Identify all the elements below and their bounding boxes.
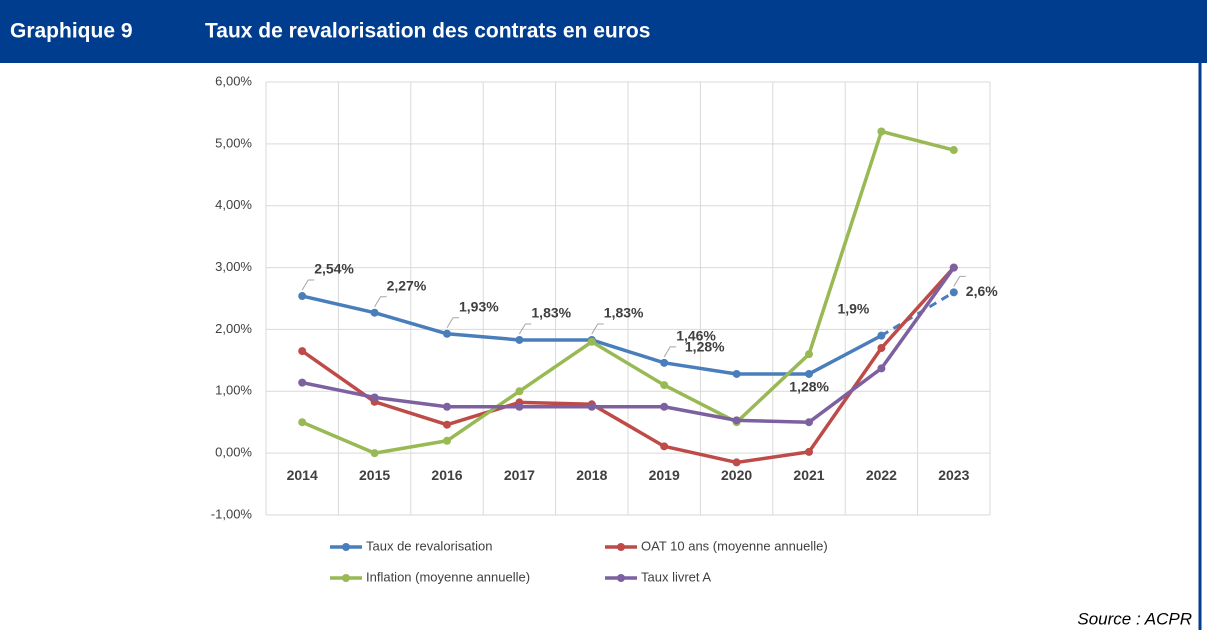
data-point bbox=[660, 442, 669, 451]
series-line bbox=[301, 266, 956, 424]
data-point bbox=[660, 402, 669, 411]
data-point bbox=[370, 449, 379, 458]
legend-label: Taux livret A bbox=[641, 569, 711, 584]
y-tick-label: 4,00% bbox=[215, 197, 252, 212]
data-point bbox=[949, 288, 958, 297]
data-label: 2,54% bbox=[314, 261, 354, 277]
data-point bbox=[515, 387, 524, 396]
data-point bbox=[660, 381, 669, 390]
x-tick-label: 2019 bbox=[649, 467, 680, 483]
data-point bbox=[443, 402, 451, 411]
y-tick-label: 3,00% bbox=[215, 259, 252, 274]
y-tick-label: 0,00% bbox=[215, 445, 252, 460]
data-point bbox=[298, 347, 307, 356]
x-tick-label: 2022 bbox=[866, 467, 897, 483]
legend-marker bbox=[342, 543, 350, 551]
y-tick-label: 5,00% bbox=[215, 135, 252, 150]
data-point bbox=[587, 337, 596, 346]
data-label: 1,28% bbox=[789, 379, 829, 395]
header-bar bbox=[0, 0, 1207, 63]
y-tick-label: -1,00% bbox=[211, 506, 253, 521]
legend-label: Inflation (moyenne annuelle) bbox=[366, 569, 530, 584]
label-leader bbox=[301, 279, 315, 291]
x-tick-label: 2020 bbox=[721, 467, 752, 483]
data-label: 1,46% bbox=[676, 328, 716, 344]
label-leader bbox=[446, 317, 459, 329]
data-point bbox=[805, 418, 813, 427]
x-tick-label: 2017 bbox=[504, 467, 535, 483]
data-point bbox=[298, 292, 307, 301]
label-leader bbox=[953, 275, 966, 287]
data-point bbox=[298, 378, 307, 387]
x-tick-label: 2021 bbox=[793, 467, 824, 483]
data-point bbox=[732, 416, 741, 425]
series-line bbox=[301, 294, 883, 376]
y-tick-label: 1,00% bbox=[215, 383, 252, 398]
legend-marker bbox=[617, 574, 625, 582]
y-tick-label: 2,00% bbox=[215, 321, 252, 336]
data-label: 2,6% bbox=[966, 283, 998, 299]
x-tick-label: 2023 bbox=[938, 467, 969, 483]
x-tick-label: 2015 bbox=[359, 467, 390, 483]
series-line bbox=[301, 129, 955, 455]
y-tick-label: 6,00% bbox=[215, 73, 252, 88]
data-point bbox=[515, 335, 524, 344]
x-tick-label: 2018 bbox=[576, 467, 607, 483]
data-point bbox=[443, 420, 451, 429]
series-line bbox=[301, 266, 956, 465]
data-point bbox=[370, 393, 379, 402]
legend-marker bbox=[342, 574, 350, 582]
legend-marker bbox=[617, 543, 625, 551]
data-point bbox=[443, 436, 451, 445]
data-point bbox=[877, 331, 886, 340]
data-point bbox=[949, 146, 958, 155]
legend-label: Taux de revalorisation bbox=[366, 538, 492, 553]
data-point bbox=[732, 369, 741, 378]
data-point bbox=[805, 447, 813, 456]
x-tick-label: 2014 bbox=[287, 467, 318, 483]
data-point bbox=[515, 402, 524, 411]
data-point bbox=[805, 350, 813, 359]
x-tick-label: 2016 bbox=[431, 467, 462, 483]
legend-label: OAT 10 ans (moyenne annuelle) bbox=[641, 538, 828, 553]
data-point bbox=[660, 358, 669, 367]
data-label: 1,9% bbox=[837, 300, 869, 316]
data-point bbox=[443, 329, 451, 338]
data-point bbox=[949, 263, 958, 272]
header-label: Graphique 9 bbox=[10, 20, 133, 43]
source: Source : ACPR bbox=[1077, 609, 1192, 628]
data-point bbox=[877, 343, 886, 352]
data-point bbox=[370, 308, 379, 317]
data-point bbox=[587, 402, 596, 411]
data-point bbox=[877, 364, 886, 373]
series-line-dashed bbox=[880, 291, 955, 337]
label-leader bbox=[374, 296, 387, 307]
data-point bbox=[732, 458, 741, 467]
label-leader bbox=[518, 323, 532, 335]
header-title: Taux de revalorisation des contrats en e… bbox=[205, 20, 650, 43]
label-leader bbox=[663, 346, 677, 358]
label-leader bbox=[591, 323, 604, 335]
data-point bbox=[805, 369, 813, 378]
data-label: 1,93% bbox=[459, 298, 499, 314]
data-label: 1,83% bbox=[531, 305, 571, 321]
data-point bbox=[877, 127, 886, 136]
data-point bbox=[298, 418, 307, 427]
data-label: 1,83% bbox=[604, 305, 644, 321]
data-label: 1,28% bbox=[685, 339, 725, 355]
data-label: 2,27% bbox=[387, 277, 427, 293]
